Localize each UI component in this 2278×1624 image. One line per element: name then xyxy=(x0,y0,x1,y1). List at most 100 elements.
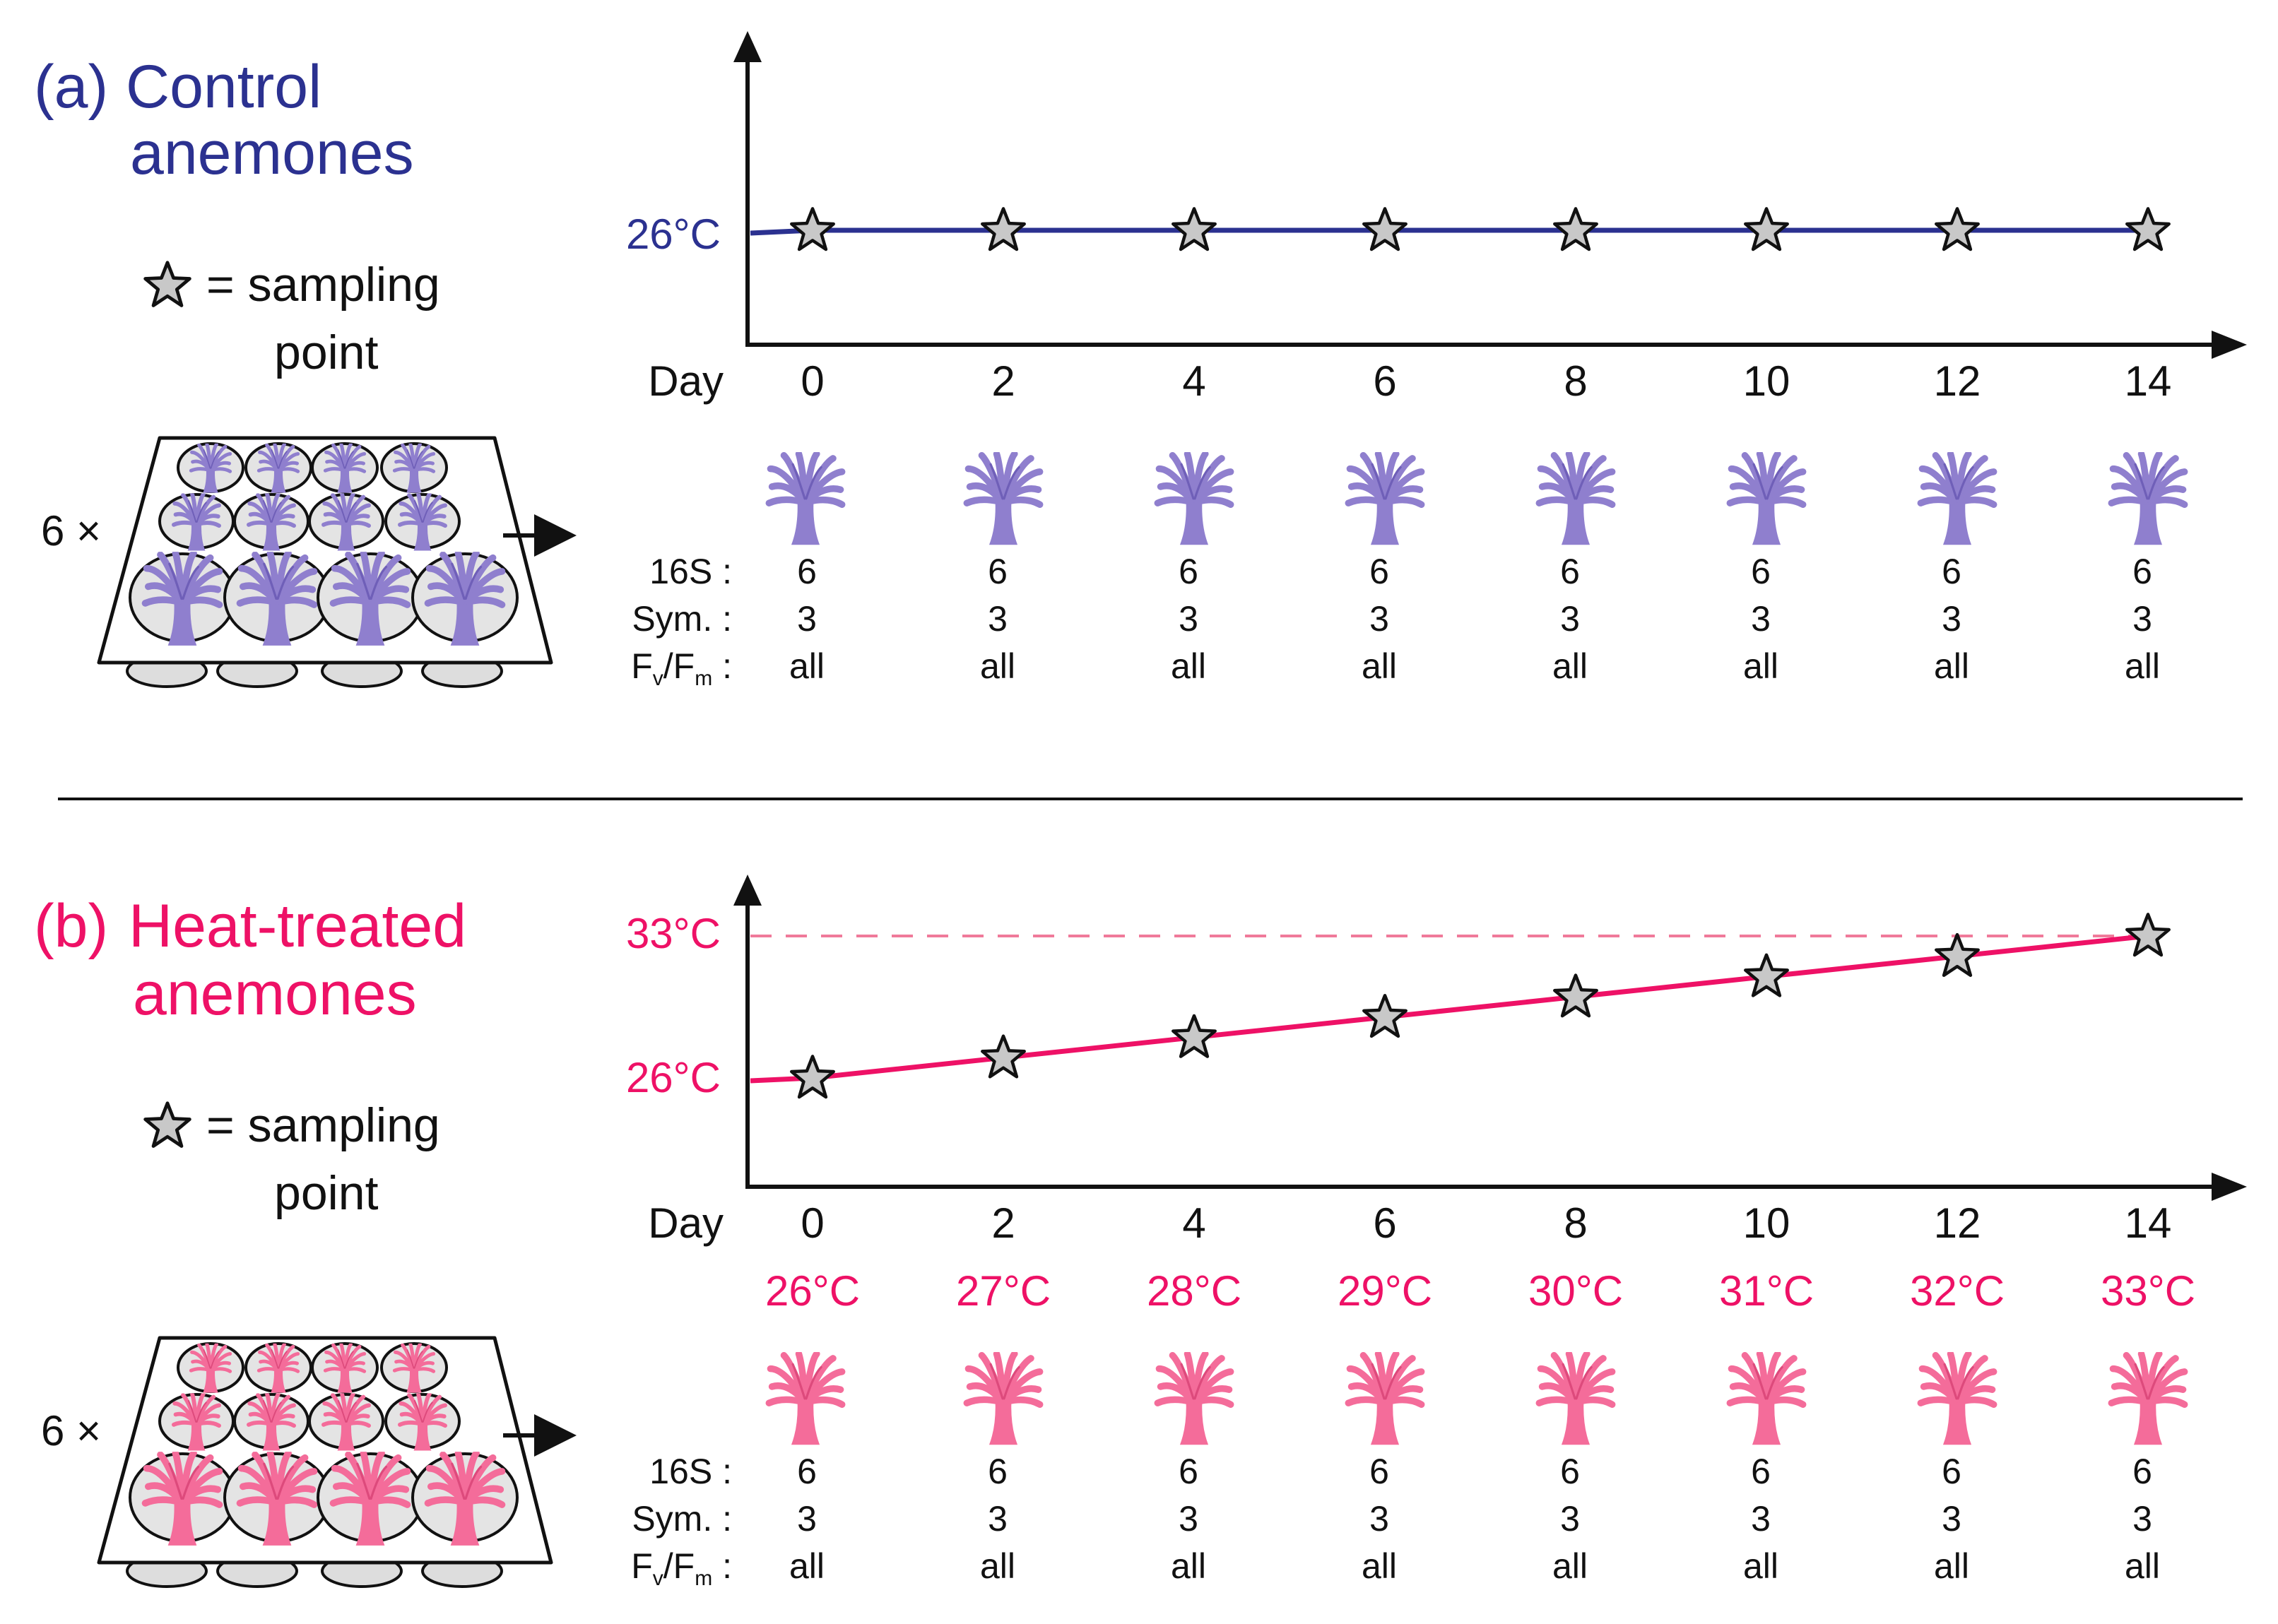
count-sym: 3 xyxy=(1179,599,1198,639)
panel-a-prefix: (a) xyxy=(34,53,108,121)
plate-multiplier-a: 6 × xyxy=(41,507,101,555)
anemone-icon xyxy=(1920,454,1993,545)
anemone-icon xyxy=(2111,1354,2184,1445)
day-temperature-label: 30°C xyxy=(1528,1267,1623,1315)
count-fvfm: all xyxy=(1171,646,1206,686)
count-16s: 6 xyxy=(1560,552,1580,591)
sampling-point-star-icon xyxy=(1745,955,1787,996)
count-sym: 3 xyxy=(1369,599,1389,639)
sampling-point-star-icon xyxy=(1554,208,1596,249)
day-tick-label: 8 xyxy=(1564,1199,1587,1247)
count-fvfm: all xyxy=(1743,646,1778,686)
y-label-b-26: 26°C xyxy=(626,1054,721,1101)
plate-multiplier-b: 6 × xyxy=(41,1407,101,1454)
count-fvfm: all xyxy=(1171,1546,1206,1586)
y-label-a-26: 26°C xyxy=(626,211,721,258)
day-temperature-label: 26°C xyxy=(765,1267,860,1315)
x-axis-b-arrow xyxy=(2212,1173,2247,1201)
anemone-icon xyxy=(967,454,1039,545)
legend-a: = sampling point xyxy=(146,258,440,379)
sampling-point-star-icon xyxy=(791,208,833,249)
panel-control: (a) Control anemones = sampling point 6 … xyxy=(34,31,2247,690)
anemone-icon xyxy=(1920,1354,1993,1445)
day-label-b: Day xyxy=(648,1199,724,1247)
day-tick-label: 2 xyxy=(991,357,1015,405)
count-sym: 3 xyxy=(797,599,817,639)
count-fvfm: all xyxy=(789,646,825,686)
count-sym: 3 xyxy=(1369,1499,1389,1539)
chart-a-axes xyxy=(733,31,2247,359)
sampling-point-star-icon xyxy=(1936,208,1978,249)
count-16s: 6 xyxy=(2132,552,2152,591)
chart-b-axes xyxy=(733,875,2247,1201)
day-tick-label: 12 xyxy=(1934,1199,1981,1247)
anemone-icon xyxy=(1157,454,1230,545)
sample-counts-b: 6 6 6 6 6 6 6 6 3 3 3 3 3 3 3 3 all all all all all all all all xyxy=(789,1452,2160,1586)
anemone-icon xyxy=(1730,454,1802,545)
count-sym: 3 xyxy=(797,1499,817,1539)
count-16s: 6 xyxy=(797,1452,817,1491)
legend-b-line2: point xyxy=(274,1166,379,1220)
count-sym: 3 xyxy=(1751,1499,1771,1539)
count-fvfm: all xyxy=(1362,646,1397,686)
anemone-icon xyxy=(2111,454,2184,545)
count-16s: 6 xyxy=(1942,552,1961,591)
count-16s: 6 xyxy=(797,552,817,591)
sampling-point-star-icon xyxy=(982,1036,1024,1077)
count-sym: 3 xyxy=(1751,599,1771,639)
count-fvfm: all xyxy=(980,1546,1015,1586)
day-temps-b: 26°C 27°C 28°C 29°C 30°C 31°C 32°C 33°C xyxy=(765,1267,2195,1315)
temperature-line xyxy=(750,933,2149,1084)
sampling-point-star-icon xyxy=(982,208,1024,249)
legend-a-line2: point xyxy=(274,326,379,379)
anemone-row-a xyxy=(769,454,2184,545)
day-temperature-label: 33°C xyxy=(2101,1267,2195,1315)
count-sym: 3 xyxy=(1942,1499,1961,1539)
anemone-icon xyxy=(769,1354,842,1445)
legend-b: = sampling point xyxy=(146,1098,440,1220)
day-tick-label: 14 xyxy=(2125,1199,2172,1247)
count-fvfm: all xyxy=(1743,1546,1778,1586)
panel-b-prefix: (b) xyxy=(34,892,108,960)
count-sym: 3 xyxy=(1179,1499,1198,1539)
count-16s: 6 xyxy=(1179,552,1198,591)
y-axis-a-arrow xyxy=(733,31,762,62)
anemone-icon xyxy=(1539,1354,1612,1445)
anemone-row-b xyxy=(769,1354,2184,1445)
anemone-icon xyxy=(1730,1354,1802,1445)
count-16s: 6 xyxy=(1369,552,1389,591)
count-sym: 3 xyxy=(2132,599,2152,639)
day-tick-label: 4 xyxy=(1182,1199,1205,1247)
y-label-b-33: 33°C xyxy=(626,910,721,957)
anemone-icon xyxy=(1348,454,1421,545)
count-fvfm: all xyxy=(1552,1546,1588,1586)
x-axis-a-arrow xyxy=(2212,331,2247,359)
day-tick-label: 14 xyxy=(2125,357,2172,405)
count-16s: 6 xyxy=(1179,1452,1198,1491)
count-16s: 6 xyxy=(988,1452,1008,1491)
day-ticks-a: 0 2 4 6 8 10 12 14 xyxy=(801,357,2171,405)
panel-b-subtitle: anemones xyxy=(133,960,417,1028)
count-16s: 6 xyxy=(2132,1452,2152,1491)
day-ticks-b: 0 2 4 6 8 10 12 14 xyxy=(801,1199,2171,1247)
count-sym: 3 xyxy=(1942,599,1961,639)
anemone-icon xyxy=(1157,1354,1230,1445)
count-sym: 3 xyxy=(988,599,1008,639)
row-label-16s-a: 16S : xyxy=(649,552,732,591)
day-tick-label: 0 xyxy=(801,1199,824,1247)
sampling-point-star-icon xyxy=(1364,995,1405,1036)
day-temperature-label: 29°C xyxy=(1338,1267,1432,1315)
day-tick-label: 10 xyxy=(1743,1199,1790,1247)
chart-a-marks xyxy=(750,208,2169,249)
legend-b-line1: = sampling xyxy=(206,1098,440,1152)
y-axis-b-arrow xyxy=(733,875,762,906)
sampling-point-star-icon xyxy=(1745,208,1787,249)
sampling-point-star-icon xyxy=(2127,914,2168,955)
sampling-point-star-icon xyxy=(1554,976,1596,1017)
panel-a-subtitle: anemones xyxy=(130,119,414,187)
well-plate-heat xyxy=(97,1336,553,1588)
temperature-line xyxy=(750,227,2148,236)
count-fvfm: all xyxy=(2125,1546,2160,1586)
